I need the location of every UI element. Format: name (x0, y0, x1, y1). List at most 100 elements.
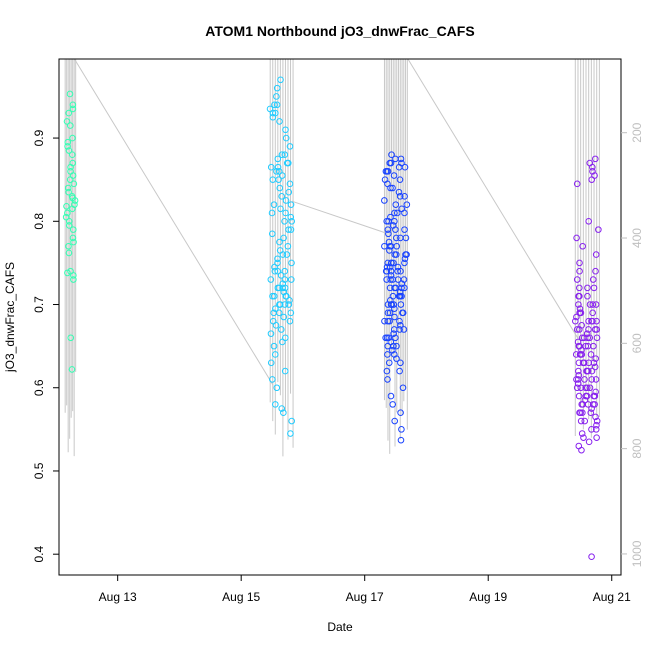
data-point (397, 436, 405, 444)
data-point (399, 384, 407, 392)
data-point (65, 242, 72, 250)
x-tick-label: Aug 13 (99, 590, 137, 604)
data-point (389, 346, 396, 354)
data-point (286, 317, 294, 325)
data-point (401, 255, 409, 263)
data-point (286, 143, 294, 150)
y-tick-label: 0.8 (32, 213, 46, 230)
data-point (69, 134, 76, 142)
data-point (403, 201, 411, 208)
data-point (583, 384, 591, 392)
data-point (589, 163, 596, 171)
data-point (278, 193, 286, 200)
data-point (592, 376, 600, 383)
data-point (391, 313, 398, 321)
data-point (576, 342, 583, 350)
data-point (285, 301, 293, 308)
data-point (65, 249, 73, 257)
data-point (395, 188, 403, 196)
data-point (593, 434, 600, 441)
data-point (575, 284, 583, 292)
data-point (583, 367, 591, 375)
data-point (384, 168, 392, 175)
data-point (398, 292, 405, 300)
data-point (573, 234, 580, 242)
data-point (393, 209, 401, 217)
data-point (267, 276, 275, 283)
data-point (586, 334, 594, 342)
x-axis: Aug 13 Aug 15 Aug 17 Aug 19 Aug 21 (99, 575, 631, 604)
data-point (574, 376, 582, 383)
right-tick-label: 600 (630, 333, 644, 353)
data-point (282, 134, 290, 142)
data-point (401, 193, 408, 200)
data-point (390, 172, 398, 179)
right-tick-label: 200 (630, 122, 644, 142)
data-point (270, 201, 278, 208)
data-point (383, 263, 391, 271)
data-point (579, 409, 586, 417)
data-point (390, 330, 397, 337)
altitude-transit-line (291, 200, 386, 234)
data-point (70, 276, 77, 283)
data-point (69, 234, 77, 242)
data-point (585, 326, 592, 333)
data-point (589, 301, 597, 308)
data-point (392, 201, 400, 208)
data-point (579, 242, 586, 250)
data-point (590, 284, 598, 292)
data-point (285, 226, 292, 233)
data-point (270, 309, 278, 317)
data-point (271, 263, 278, 271)
data-point (591, 363, 599, 371)
data-point (382, 267, 390, 275)
data-point (593, 317, 600, 325)
data-point (591, 155, 599, 163)
data-point (67, 334, 75, 342)
data-point (592, 355, 599, 362)
data-point (277, 76, 284, 84)
data-point (396, 176, 404, 183)
data-point (576, 267, 583, 275)
data-point (392, 234, 400, 242)
y-tick-label: 0.9 (32, 129, 46, 146)
data-point (398, 159, 405, 167)
data-point (392, 226, 399, 233)
data-point (593, 417, 601, 425)
data-point (574, 338, 582, 346)
data-point (64, 143, 71, 150)
data-point (575, 301, 582, 308)
data-point (397, 322, 404, 329)
data-point (573, 376, 580, 383)
data-point (276, 118, 283, 125)
data-point (386, 247, 393, 254)
data-point (68, 366, 76, 373)
data-point (69, 205, 76, 213)
data-point (273, 84, 281, 92)
data-point (396, 193, 404, 200)
data-point (397, 155, 405, 163)
data-point (396, 288, 404, 296)
data-point (397, 359, 404, 367)
data-point (272, 305, 279, 312)
data-point (280, 313, 288, 321)
data-point (381, 197, 388, 204)
altitude-layer (64, 58, 600, 457)
data-point (387, 276, 394, 283)
data-point (282, 197, 290, 204)
data-point (282, 126, 289, 134)
data-point (273, 101, 281, 109)
data-point (69, 159, 77, 167)
data-point (584, 292, 591, 300)
data-point (284, 242, 292, 250)
data-point (276, 238, 283, 246)
data-point (575, 326, 583, 333)
data-point (277, 326, 285, 333)
data-point (281, 217, 288, 225)
data-point (268, 230, 276, 238)
data-point (387, 272, 395, 279)
data-point (577, 409, 584, 417)
data-point (276, 301, 284, 308)
data-point (383, 367, 391, 375)
data-point (587, 409, 595, 417)
